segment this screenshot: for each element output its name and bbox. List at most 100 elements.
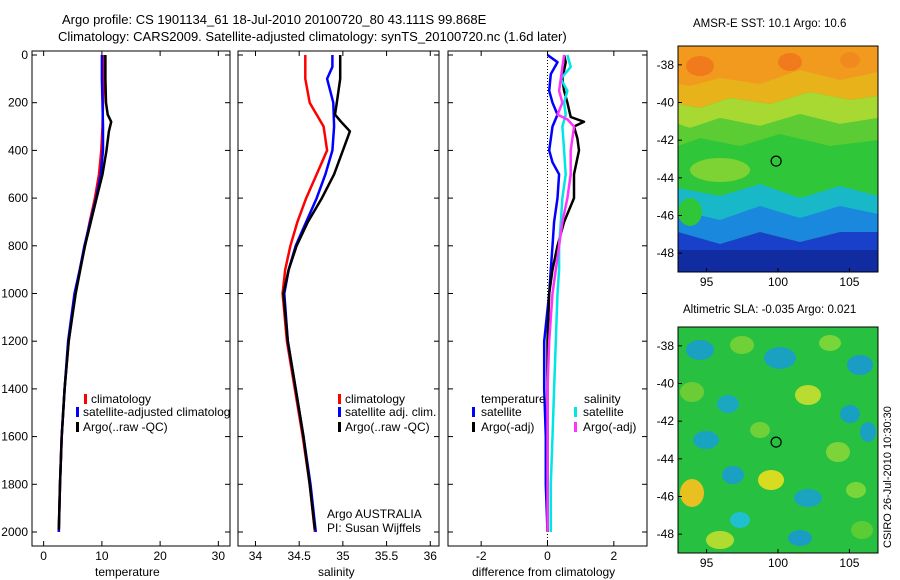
x-tick-label: 34 — [249, 549, 263, 563]
series-line-salinity-argo-adj — [546, 54, 576, 532]
y-tick-label: 1800 — [1, 477, 28, 491]
x-tick-label: 30 — [212, 549, 226, 563]
difference-panel: -2 0 2 difference from climatology tempera… — [447, 50, 648, 579]
legend-swatch-satellite — [76, 407, 79, 417]
y-tick-label: 1000 — [1, 287, 28, 301]
map-y-tick-label: -46 — [657, 209, 675, 223]
map-x-tick-label: 105 — [839, 556, 859, 570]
temperature-profiles — [57, 55, 113, 533]
legend-label-sal-satellite: satellite — [583, 405, 624, 419]
map-x-tick-label: 100 — [768, 275, 788, 289]
x-tick-label: 35 — [336, 549, 350, 563]
map-y-tick-label: -44 — [657, 171, 675, 185]
salinity-x-axis: 34 34.5 35 35.5 36 — [249, 51, 437, 563]
map-y-tick-label: -42 — [657, 133, 675, 147]
legend-swatch-argo — [76, 422, 79, 432]
x-tick-label: 35.5 — [375, 549, 399, 563]
map-y-tick-label: -40 — [657, 96, 675, 110]
map-x-tick-label: 105 — [839, 275, 859, 289]
salinity-axes-box — [237, 50, 440, 547]
y-tick-label: 800 — [8, 239, 28, 253]
difference-xlabel: difference from climatology — [472, 565, 615, 579]
map-x-tick-label: 95 — [700, 275, 714, 289]
sst-map-image — [678, 46, 878, 272]
temperature-legend: climatology satellite-adjusted climatolo… — [76, 392, 230, 434]
salinity-legend: climatology satellite adj. clim. Argo(..… — [338, 392, 436, 434]
sla-map-title: Altimetric SLA: -0.035 Argo: 0.021 — [683, 304, 857, 316]
sla-map-axes: 95 100 105 -38 -40 -42 -44 -46 -48 — [657, 339, 860, 570]
map-x-tick-label: 95 — [700, 556, 714, 570]
x-tick-label: 34.5 — [287, 549, 311, 563]
sst-float-position-marker — [770, 155, 782, 167]
map-x-tick-label: 100 — [768, 556, 788, 570]
legend-swatch-temp-satellite — [472, 407, 475, 417]
y-tick-label: 0 — [21, 48, 28, 62]
figure-title-line2: Climatology: CARS2009. Satellite-adjuste… — [58, 29, 567, 44]
x-tick-label: 0 — [40, 549, 47, 563]
x-tick-label: 2 — [610, 549, 617, 563]
temperature-xlabel: temperature — [95, 565, 160, 579]
y-tick-label: 600 — [8, 191, 28, 205]
legend-label-temp-argo: Argo(-adj) — [481, 420, 534, 434]
temperature-x-axis: 0 10 20 30 — [40, 51, 225, 563]
x-tick-label: 10 — [95, 549, 109, 563]
map-y-tick-label: -40 — [657, 377, 675, 391]
x-tick-label: 20 — [153, 549, 167, 563]
sst-map-panel: 95 100 105 -38 -40 -42 -44 -46 -48 — [657, 45, 879, 289]
x-tick-label: 36 — [424, 549, 438, 563]
sla-map-panel: 95 100 105 -38 -40 -42 -44 -46 -48 — [657, 326, 879, 570]
legend-swatch-temp-argo — [472, 422, 475, 432]
annotation-pi-name: PI: Susan Wijffels — [327, 521, 421, 535]
y-tick-label: 400 — [8, 143, 28, 157]
legend-swatch-satellite — [338, 407, 341, 417]
y-tick-label: 200 — [8, 96, 28, 110]
sst-map-axes: 95 100 105 -38 -40 -42 -44 -46 -48 — [657, 58, 860, 289]
map-y-tick-label: -48 — [657, 246, 675, 260]
legend-label-climatology: climatology — [345, 392, 405, 406]
difference-profiles — [542, 53, 586, 533]
temperature-panel: 0 200 400 600 800 1000 1200 1400 1600 1800 2000 0 1… — [1, 48, 231, 579]
series-line-argo-raw-qc — [57, 55, 113, 530]
legend-label-argo: Argo(..raw -QC) — [345, 420, 430, 434]
legend-header-salinity: salinity — [584, 392, 621, 406]
salinity-profiles — [281, 55, 352, 533]
legend-label-satellite: satellite adj. clim. — [345, 405, 436, 419]
legend-label-sal-argo: Argo(-adj) — [583, 420, 636, 434]
x-tick-label: -2 — [476, 549, 487, 563]
sla-map-image — [678, 327, 878, 553]
series-line-salinity-satellite — [549, 54, 572, 532]
x-tick-label: 0 — [544, 549, 551, 563]
temperature-axes-box — [31, 50, 231, 547]
legend-swatch-argo — [338, 422, 341, 432]
legend-swatch-sal-satellite — [574, 407, 577, 417]
legend-label-climatology: climatology — [91, 392, 151, 406]
figure-title-line1: Argo profile: CS 1901134_61 18-Jul-2010 … — [62, 12, 487, 27]
map-y-tick-label: -44 — [657, 452, 675, 466]
map-y-tick-label: -38 — [657, 339, 675, 353]
y-tick-label: 1600 — [1, 430, 28, 444]
series-line-argo-raw-qc — [282, 55, 352, 530]
y-tick-label: 2000 — [1, 525, 28, 539]
legend-swatch-climatology — [338, 394, 341, 404]
legend-swatch-climatology — [84, 394, 87, 404]
depth-axis: 0 200 400 600 800 1000 1200 1400 1600 1800 2000 — [1, 48, 28, 539]
map-y-tick-label: -38 — [657, 58, 675, 72]
salinity-xlabel: salinity — [318, 565, 355, 579]
map-y-tick-label: -48 — [657, 527, 675, 541]
series-line-temperature-satellite — [542, 53, 561, 533]
legend-header-temperature: temperature — [481, 392, 546, 406]
sst-map-title: AMSR-E SST: 10.1 Argo: 10.6 — [693, 18, 847, 30]
legend-label-argo: Argo(..raw -QC) — [83, 420, 168, 434]
map-y-tick-label: -46 — [657, 490, 675, 504]
y-tick-label: 1400 — [1, 382, 28, 396]
legend-label-satellite: satellite-adjusted climatolog — [83, 405, 230, 419]
salinity-panel: 34 34.5 35 35.5 36 salinity climatology sate… — [237, 50, 440, 579]
legend-swatch-sal-argo — [574, 422, 577, 432]
difference-legend: temperature salinity satellite Argo(-adj… — [472, 392, 636, 434]
sla-float-position-marker — [770, 436, 782, 448]
map-y-tick-label: -42 — [657, 414, 675, 428]
y-tick-label: 1200 — [1, 334, 28, 348]
annotation-argo-australia: Argo AUSTRALIA — [327, 507, 422, 521]
legend-label-temp-satellite: satellite — [481, 405, 522, 419]
